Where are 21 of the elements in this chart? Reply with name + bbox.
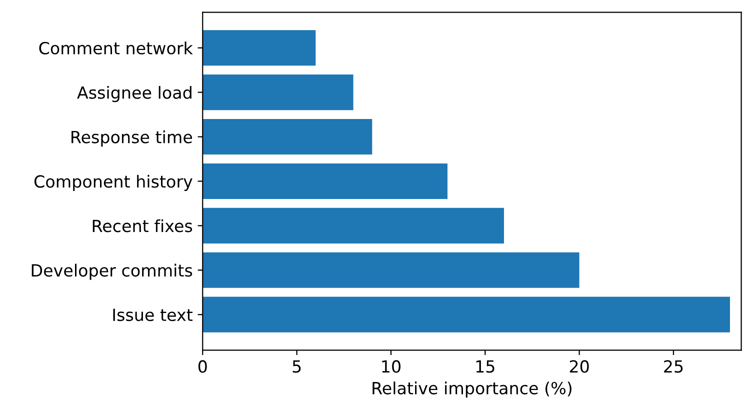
x-tick-label: 0 (198, 360, 207, 373)
x-tick-label: 15 (476, 360, 494, 373)
bar (202, 296, 730, 332)
bar (202, 118, 372, 155)
bar (202, 163, 448, 199)
y-tick-label: Assignee load (77, 86, 192, 102)
y-tick-label: Comment network (39, 42, 193, 54)
y-tick-label: Developer commits (32, 264, 192, 280)
x-tick-label: 10 (382, 360, 400, 373)
y-tick-label: Response time (72, 130, 192, 147)
y-tick-label: Component history (34, 174, 192, 192)
x-axis-title: Relative importance (%) (372, 382, 572, 398)
bar (202, 74, 354, 110)
bar (202, 252, 580, 288)
y-tick-label: Recent fixes (92, 219, 192, 232)
y-tick-label: Issue text (113, 308, 193, 322)
bar (202, 208, 504, 244)
x-tick-label: 20 (570, 360, 589, 373)
bar (202, 30, 316, 66)
x-tick-label: 5 (292, 360, 301, 373)
x-tick-label: 25 (664, 360, 683, 373)
